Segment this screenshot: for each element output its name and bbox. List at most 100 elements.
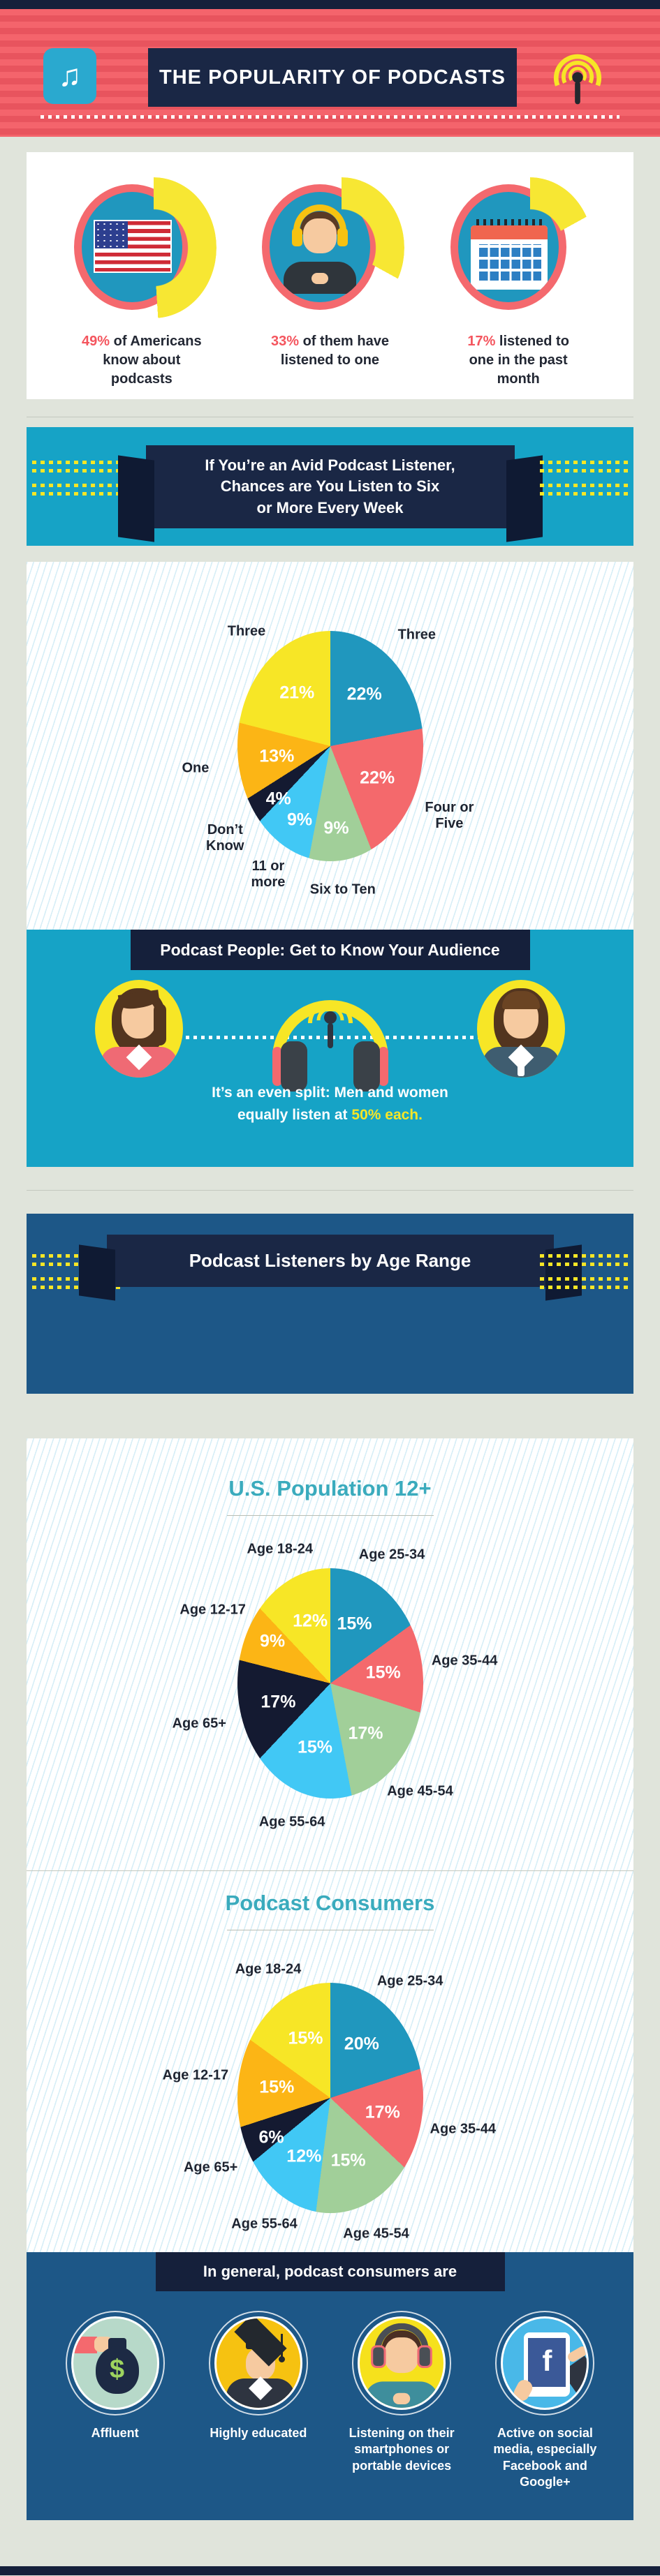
age-charts-card: U.S. Population 12+ 15% Age 25-34 15% Age 3… — [27, 1438, 633, 2252]
pie — [237, 1568, 423, 1799]
pie-slice-value: 15% — [297, 1737, 332, 1757]
pie-slice-value: 9% — [323, 818, 349, 838]
dollar-sign: $ — [110, 2355, 125, 2384]
pie-slice-value: 17% — [365, 2102, 400, 2122]
banner-title-line: If You’re an Avid Podcast Listener, — [205, 456, 455, 474]
pie — [237, 631, 423, 861]
pie-slice-label: Age 35-44 — [431, 1653, 498, 1669]
pie-slice-label: Four or Five — [425, 799, 474, 831]
pie-slice-label: Age 18-24 — [235, 1961, 302, 1977]
pie-slice-label: Six to Ten — [309, 881, 376, 898]
chart-title-consumers: Podcast Consumers — [225, 1891, 435, 1915]
stat-awareness: 49% of Americans know about podcasts — [61, 177, 222, 389]
trait-educated: Highly educated — [190, 2316, 326, 2491]
graduation-cap-icon — [214, 2316, 302, 2410]
pie-slice-value: 9% — [286, 810, 313, 830]
age-range-banner: Podcast Listeners by Age Range — [27, 1214, 633, 1394]
stat-text: 17% listened to one in the past month — [467, 334, 569, 387]
dotted-line-decoration — [540, 461, 628, 500]
stat-value: 33% — [271, 334, 300, 349]
pie-slice-label: Age 35-44 — [430, 2121, 497, 2137]
pie-slice-value: 22% — [346, 684, 382, 704]
pie-slice-value: 12% — [293, 1611, 328, 1631]
pie-slice-label: One — [182, 760, 210, 776]
pie-chart-weekly-episodes: 22% Three 22% Four or Five 9% Six to Ten 9% 11 … — [107, 579, 554, 914]
pie-slice-label: Age 18-24 — [247, 1541, 313, 1557]
pie-slice-value: 9% — [259, 1631, 286, 1651]
pie-slice-value: 4% — [265, 789, 291, 809]
headphones-podcast-icon — [257, 974, 404, 1100]
title-underline — [226, 1515, 434, 1516]
audience-title-bar: Podcast People: Get to Know Your Audienc… — [130, 930, 530, 970]
podcast-antenna-icon — [544, 43, 611, 110]
avatar-hair-strand — [154, 1004, 166, 1045]
stat-value: 17% — [467, 334, 496, 349]
pie-slice-value: 6% — [258, 2127, 284, 2147]
chart-title-population: U.S. Population 12+ — [228, 1476, 432, 1501]
avatar-tie — [518, 1054, 525, 1076]
man-avatar — [477, 980, 565, 1078]
pie-slice-value: 15% — [259, 2077, 295, 2097]
progress-arc — [467, 177, 594, 318]
stat-text: 49% of Americans know about podcasts — [82, 334, 202, 387]
pie-slice-label: Age 65+ — [183, 2159, 238, 2175]
audience-section: Podcast People: Get to Know Your Audienc… — [27, 930, 633, 1167]
pie-slice-value: 15% — [288, 2028, 323, 2048]
pie-slice-label: Age 12-17 — [179, 1602, 246, 1618]
awareness-stats-card: 49% of Americans know about podcasts — [27, 152, 633, 399]
pie-slice-value: 20% — [344, 2034, 379, 2054]
page-title: THE POPULARITY OF PODCASTS — [159, 66, 506, 89]
consumer-traits-section: In general, podcast consumers are $ Affl… — [27, 2252, 633, 2520]
pie-slice-value: 21% — [279, 683, 315, 703]
tassel — [280, 2334, 283, 2358]
section-divider — [27, 1190, 633, 1191]
stat-value: 49% — [82, 334, 110, 349]
facebook-tablet-icon: f — [501, 2316, 589, 2410]
stat-ring-calendar — [443, 177, 594, 322]
pie-slice-value: 17% — [261, 1692, 296, 1712]
pie-slice-label: Don’t Know — [206, 821, 244, 854]
pie-slice-label: Age 65+ — [172, 1715, 226, 1732]
dotted-line-decoration — [540, 1254, 628, 1294]
stat-ring-listener — [255, 177, 405, 322]
pie-slice-label: Age 45-54 — [343, 2226, 409, 2242]
pie-slice-label: Age 45-54 — [387, 1783, 453, 1799]
avid-listener-banner: If You’re an Avid Podcast Listener, Chan… — [27, 427, 633, 546]
footer-title-bar: In general, podcast consumers are — [155, 2252, 505, 2291]
chart-divider — [27, 1870, 633, 1871]
trait-label: Highly educated — [210, 2426, 307, 2440]
stat-listened-ever: 33% of them have listened to one — [249, 177, 410, 370]
pie-slice-value: 13% — [259, 746, 295, 766]
pie-chart-us-population: 15% Age 25-34 15% Age 35-44 17% Age 45-54 15% A… — [107, 1516, 554, 1851]
pie-chart-podcast-consumers: 20% Age 25-34 17% Age 35-44 15% Age 45-54 12% A… — [107, 1930, 554, 2265]
banner-title: Podcast Listeners by Age Range — [189, 1250, 471, 1271]
stat-ring-flag — [67, 177, 217, 322]
facebook-logo: f — [528, 2338, 566, 2387]
audience-caption: It’s an even split: Men and women equall… — [212, 1085, 448, 1123]
trait-affluent: $ Affluent — [47, 2316, 183, 2491]
bottom-border-bar — [0, 2566, 660, 2575]
dotted-line-decoration — [32, 461, 120, 500]
money-bag-icon: $ — [71, 2316, 159, 2410]
pie-slice-label: Age 12-17 — [162, 2067, 229, 2083]
trait-social-media: f Active on social media, especially Fac… — [477, 2316, 613, 2491]
pie-slice-value: 17% — [348, 1723, 383, 1743]
pie-slice-value: 15% — [330, 2150, 366, 2171]
pie — [237, 1983, 423, 2213]
trait-label: Affluent — [91, 2426, 139, 2440]
pie-slice-value: 15% — [337, 1614, 372, 1634]
woman-avatar — [95, 980, 183, 1078]
stat-text: 33% of them have listened to one — [271, 334, 389, 368]
progress-arc — [90, 177, 217, 318]
money-bag — [95, 2346, 139, 2394]
music-note-icon: ♫ — [43, 48, 96, 104]
banner-title-line: Chances are You Listen to Six — [220, 477, 440, 496]
pie-slice-value: 15% — [365, 1662, 401, 1683]
pie-slice-value: 12% — [286, 2146, 322, 2166]
header-title-ribbon: THE POPULARITY OF PODCASTS — [148, 48, 517, 107]
avatar-hair-top — [502, 991, 540, 1009]
weekly-episodes-card: 22% Three 22% Four or Five 9% Six to Ten 9% 11 … — [27, 562, 633, 930]
trait-label: Active on social media, especially Faceb… — [493, 2426, 597, 2489]
pie-slice-label: Age 25-34 — [358, 1547, 425, 1563]
